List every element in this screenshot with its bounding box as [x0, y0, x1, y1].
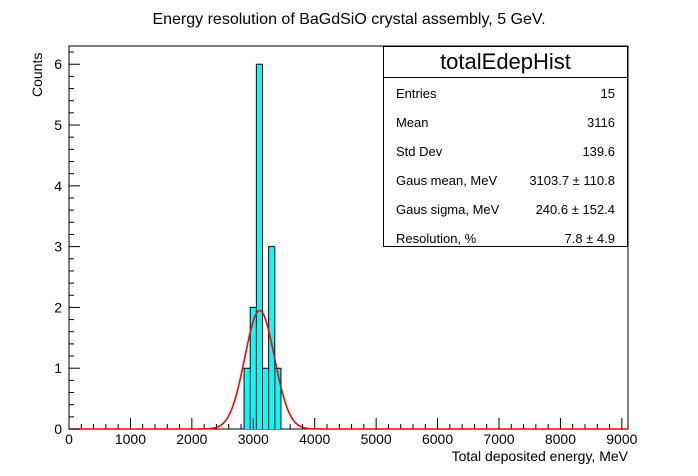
stats-row-resolution: Resolution, % 7.8 ± 4.9: [384, 223, 627, 252]
stats-box: totalEdepHist Entries 15 Mean 3116 Std D…: [383, 46, 628, 247]
stats-value: 15: [600, 86, 615, 101]
x-tick-label: 7000: [483, 431, 514, 447]
y-tick-label: 0: [54, 421, 62, 437]
histogram-bar: [274, 368, 281, 429]
y-tick-label: 5: [54, 117, 62, 133]
stats-box-title: totalEdepHist: [384, 47, 627, 78]
stats-key: Resolution, %: [396, 231, 477, 246]
histogram-outline: [243, 63, 282, 429]
histogram-bars: [244, 64, 281, 429]
y-tick-label: 3: [54, 239, 62, 255]
stats-row-mean: Mean 3116: [384, 107, 627, 136]
stats-value: 7.8 ± 4.9: [564, 231, 615, 246]
stats-key: Std Dev: [396, 144, 443, 159]
x-tick-label: 6000: [422, 431, 453, 447]
minor-ticks: [69, 51, 611, 429]
histogram-bar: [256, 64, 263, 429]
y-axis-ticks: 0 1 2 3 4 5 6: [54, 56, 80, 437]
x-tick-label: 9000: [606, 431, 637, 447]
y-tick-label: 4: [54, 178, 62, 194]
stats-value: 139.6: [582, 144, 615, 159]
y-axis-label: Counts: [29, 53, 45, 97]
stats-key: Gaus mean, MeV: [396, 173, 498, 188]
x-tick-label: 0: [65, 431, 73, 447]
chart-title: Energy resolution of BaGdSiO crystal ass…: [152, 11, 545, 28]
x-tick-label: 4000: [299, 431, 330, 447]
stats-row-gaus-mean: Gaus mean, MeV 3103.7 ± 110.8: [384, 165, 627, 194]
y-tick-label: 1: [54, 360, 62, 376]
x-axis-ticks: 0 1000 2000 3000 4000 5000 6000 7000 8000 9000: [65, 418, 638, 447]
histogram-bar: [268, 246, 275, 429]
stats-key: Mean: [396, 115, 429, 130]
stats-key: Gaus sigma, MeV: [396, 202, 500, 217]
y-tick-label: 6: [54, 56, 62, 72]
stats-row-entries: Entries 15: [384, 78, 627, 107]
x-tick-label: 2000: [176, 431, 207, 447]
stats-value: 3103.7 ± 110.8: [529, 173, 615, 188]
x-tick-label: 3000: [238, 431, 269, 447]
x-tick-label: 1000: [115, 431, 146, 447]
histogram-bar: [244, 368, 251, 429]
stats-value: 240.6 ± 152.4: [535, 202, 615, 217]
gaussian-fit-curve: [69, 309, 628, 430]
stats-key: Entries: [396, 86, 437, 101]
x-tick-label: 8000: [545, 431, 576, 447]
stats-row-std-dev: Std Dev 139.6: [384, 136, 627, 165]
y-tick-label: 2: [54, 299, 62, 315]
stats-row-gaus-sigma: Gaus sigma, MeV 240.6 ± 152.4: [384, 194, 627, 223]
x-axis-label: Total deposited energy, MeV: [452, 448, 629, 464]
histogram-bar: [262, 368, 269, 429]
histogram-bar: [250, 307, 257, 429]
x-tick-label: 5000: [361, 431, 392, 447]
histogram-step-outline: [243, 63, 282, 429]
stats-value: 3116: [587, 115, 615, 130]
